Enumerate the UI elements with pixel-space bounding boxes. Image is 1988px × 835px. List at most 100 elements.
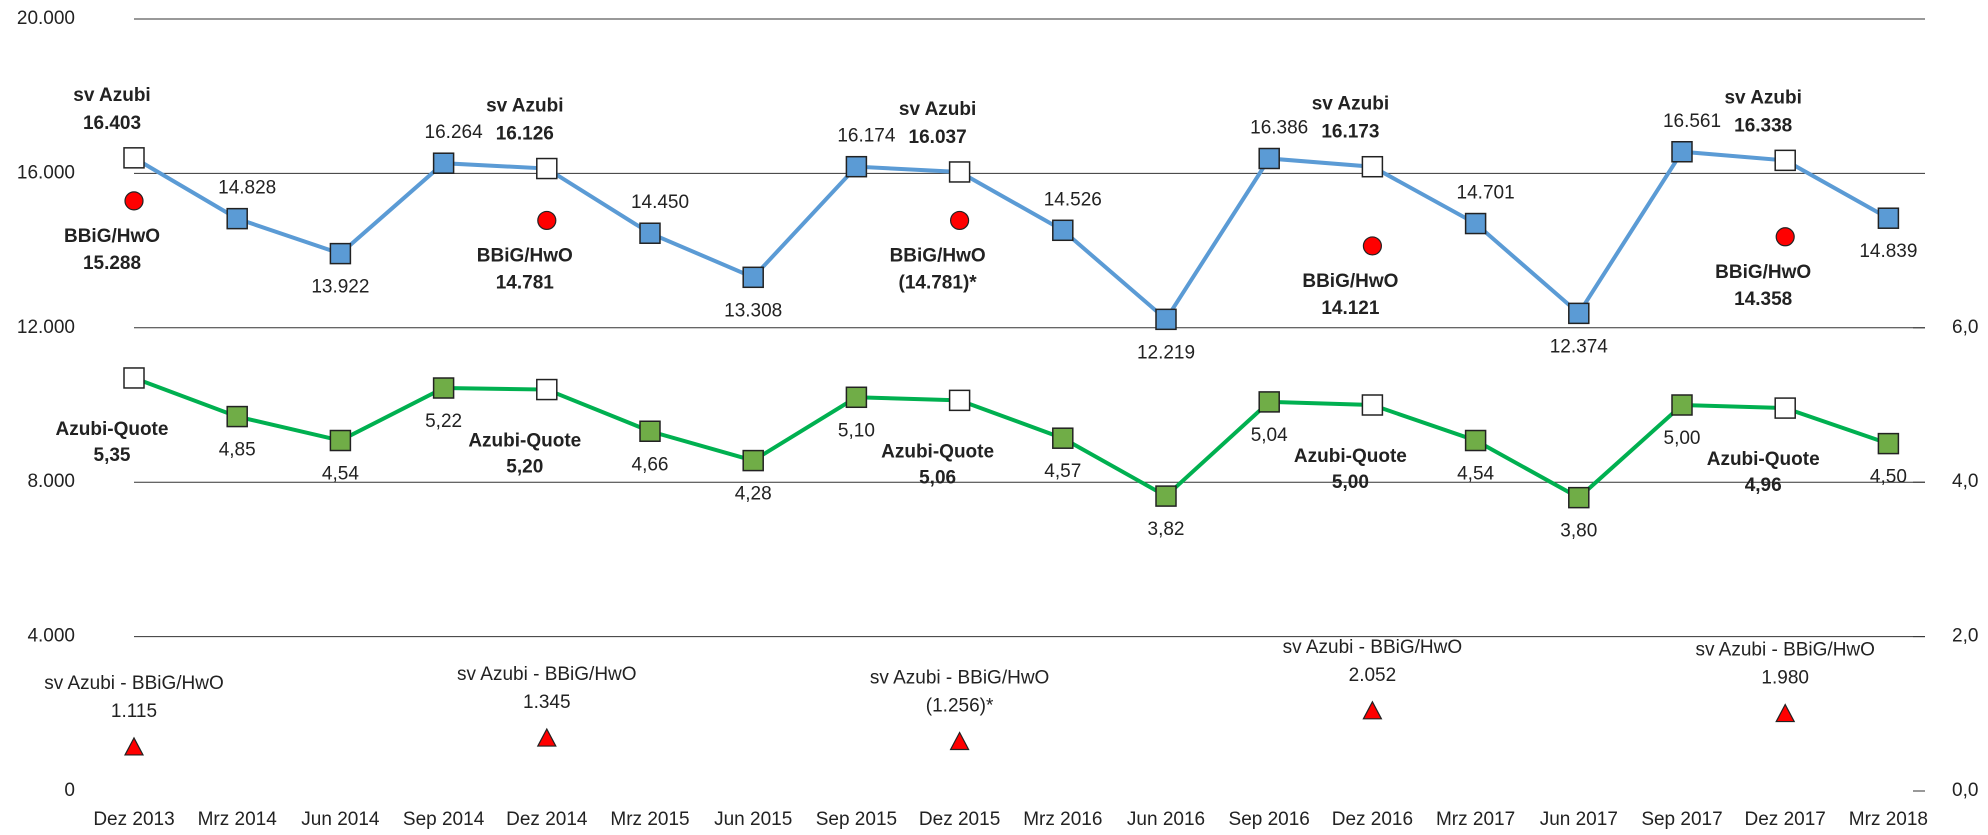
marker xyxy=(1775,227,1795,247)
value-label: 2.052 xyxy=(1349,665,1397,686)
x-tick-label: Mrz 2014 xyxy=(198,809,278,830)
value-label: 4,50 xyxy=(1870,467,1907,488)
value-label: 5,10 xyxy=(838,420,875,441)
marker xyxy=(1464,212,1487,235)
y2-tick-label: 6,0 xyxy=(1952,317,1978,338)
value-label: 16.386 xyxy=(1250,118,1308,139)
marker xyxy=(1568,302,1590,325)
y-tick-label: 20.000 xyxy=(17,8,75,29)
value-label: 3,80 xyxy=(1560,521,1597,542)
series-label: BBiG/HwO xyxy=(1715,262,1811,283)
marker xyxy=(1877,207,1900,229)
x-tick-label: Dez 2016 xyxy=(1332,809,1413,830)
marker xyxy=(742,449,764,472)
value-label: 4,54 xyxy=(1457,464,1494,485)
marker xyxy=(226,405,248,428)
marker xyxy=(124,191,144,211)
marker xyxy=(1464,429,1487,452)
marker xyxy=(536,727,557,747)
series-label: sv Azubi - BBiG/HwO xyxy=(1695,640,1875,661)
marker xyxy=(1671,140,1693,163)
x-tick-label: Mrz 2016 xyxy=(1023,809,1102,830)
value-label: 16.561 xyxy=(1663,111,1721,132)
series-label: Azubi-Quote xyxy=(468,431,581,452)
series-label: BBiG/HwO xyxy=(477,245,573,266)
y-tick-label: 16.000 xyxy=(17,162,75,183)
value-label: 14.450 xyxy=(631,192,689,213)
marker xyxy=(1052,219,1074,242)
series-label: BBiG/HwO xyxy=(1302,271,1398,292)
series-label: BBiG/HwO xyxy=(890,245,986,266)
value-label: 16.173 xyxy=(1321,122,1379,143)
series-label: sv Azubi - BBiG/HwO xyxy=(1283,637,1463,658)
x-tick-label: Sep 2016 xyxy=(1229,809,1310,830)
marker xyxy=(329,242,352,265)
marker xyxy=(1361,394,1384,416)
marker xyxy=(1362,236,1383,256)
value-label: 3,82 xyxy=(1148,519,1185,540)
value-label: 5,00 xyxy=(1332,472,1369,493)
series-label: sv Azubi - BBiG/HwO xyxy=(457,664,637,685)
value-label: 16.126 xyxy=(496,124,554,145)
marker xyxy=(1361,155,1384,178)
marker xyxy=(948,161,971,183)
series-label: Azubi-Quote xyxy=(881,441,994,462)
series-label: sv Azubi xyxy=(486,96,563,117)
series-label: sv Azubi xyxy=(899,99,976,120)
x-tick-label: Mrz 2017 xyxy=(1436,809,1515,830)
value-label: 13.922 xyxy=(311,277,369,298)
marker xyxy=(742,266,764,289)
marker xyxy=(1155,485,1177,507)
value-label: (14.781)* xyxy=(899,272,978,293)
marker xyxy=(639,222,661,244)
value-label: 5,35 xyxy=(94,445,131,466)
x-tick-label: Sep 2017 xyxy=(1641,809,1722,830)
x-tick-label: Dez 2015 xyxy=(919,809,1000,830)
value-label: 5,22 xyxy=(425,411,462,432)
value-label: 14.358 xyxy=(1734,289,1792,310)
marker xyxy=(1877,432,1900,455)
x-tick-label: Dez 2014 xyxy=(506,809,588,830)
x-tick-label: Mrz 2015 xyxy=(610,809,689,830)
series-label: BBiG/HwO xyxy=(64,226,160,247)
series-label: Azubi-Quote xyxy=(1707,449,1820,470)
value-label: 16.174 xyxy=(837,126,896,147)
line xyxy=(133,376,1890,501)
value-label: 16.338 xyxy=(1734,115,1792,136)
marker xyxy=(1155,308,1177,331)
marker xyxy=(226,207,248,230)
marker xyxy=(845,155,868,178)
marker xyxy=(432,152,455,174)
y-tick-label: 8.000 xyxy=(27,471,75,492)
marker xyxy=(124,736,144,756)
value-label: 4,66 xyxy=(632,454,669,475)
line xyxy=(132,149,1890,323)
marker xyxy=(123,147,145,169)
value-label: 1.345 xyxy=(523,692,571,713)
value-label: 14.701 xyxy=(1457,183,1515,204)
value-label: 16.037 xyxy=(909,127,967,148)
marker xyxy=(123,367,145,389)
marker xyxy=(639,420,661,442)
marker xyxy=(1775,703,1796,723)
marker xyxy=(432,377,455,399)
y-tick-label: 12.000 xyxy=(17,317,75,338)
value-label: 1.115 xyxy=(111,701,157,722)
series-label: Azubi-Quote xyxy=(1294,446,1407,467)
x-tick-label: Jun 2015 xyxy=(714,809,792,830)
marker xyxy=(949,731,970,751)
y-tick-label: 4.000 xyxy=(27,626,75,647)
value-label: 4,54 xyxy=(322,464,359,485)
value-label: 5,00 xyxy=(1664,428,1701,449)
marker xyxy=(1671,394,1693,416)
marker xyxy=(1052,427,1074,449)
value-label: 1.980 xyxy=(1761,668,1809,689)
series-label: sv Azubi xyxy=(73,85,150,106)
x-tick-label: Jun 2014 xyxy=(301,809,380,830)
series-label: Azubi-Quote xyxy=(56,419,169,440)
value-label: 4,96 xyxy=(1745,475,1782,496)
value-label: 16.264 xyxy=(425,122,484,143)
value-label: 12.219 xyxy=(1137,342,1195,363)
value-label: 5,04 xyxy=(1251,425,1288,446)
